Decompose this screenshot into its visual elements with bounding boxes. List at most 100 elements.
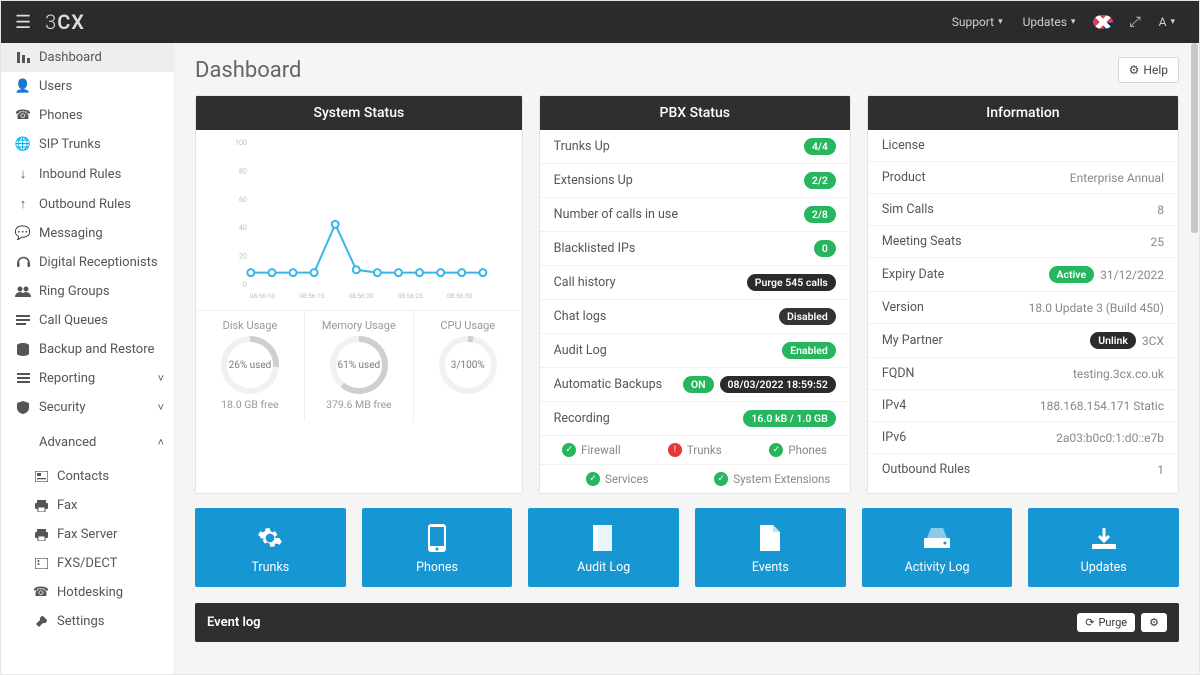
status-badge[interactable]: 08/03/2022 18:59:52 [720,376,836,393]
support-menu[interactable]: Support▾ [952,15,1003,29]
panel-title: System Status [196,96,522,130]
sidebar-item-outbound-rules[interactable]: ↑Outbound Rules [1,189,174,219]
status-dot-icon: ! [668,443,682,457]
phone-device-icon [362,522,513,554]
bars-icon [13,52,33,63]
status-badge[interactable]: 2/2 [804,172,836,189]
sidebar-subitem-contacts[interactable]: Contacts [1,462,174,491]
row-value: 188.168.154.171 Static [1040,399,1164,413]
status-dot-icon: ✓ [586,472,600,486]
status-badge[interactable]: Enabled [782,342,836,359]
info-row: Expiry DateActive31/12/2022 [868,258,1178,292]
sidebar-item-phones[interactable]: ☎Phones [1,101,174,130]
svg-text:08:56:10: 08:56:10 [250,292,275,300]
pbx-row: Automatic BackupsON08/03/2022 18:59:52 [540,368,850,402]
sidebar-subitem-fxs/dect[interactable]: FXS/DECT [1,549,174,578]
phone-icon: ☎ [13,108,33,123]
sidebar-subitem-fax[interactable]: Fax [1,491,174,520]
sidebar-item-sip-trunks[interactable]: 🌐SIP Trunks [1,130,174,159]
status-badge[interactable]: Unlink [1090,332,1136,349]
pbx-status-panel: PBX Status Trunks Up4/4Extensions Up2/2N… [539,95,851,494]
sidebar-subitem-hotdesking[interactable]: ☎Hotdesking [1,578,174,607]
settings-button[interactable]: ⚙ [1141,613,1167,632]
purge-button[interactable]: ⟳ Purge [1077,613,1135,632]
tile-updates[interactable]: Updates [1028,508,1179,587]
sidebar-item-label: Security [39,400,86,415]
status-badge[interactable]: Purge 545 calls [747,274,836,291]
row-label: Expiry Date [882,267,1049,282]
row-label: License [882,138,1164,153]
scrollbar[interactable] [1191,43,1198,233]
status-checks-row: ✓Services✓System Extensions [540,464,850,493]
tile-events[interactable]: Events [695,508,846,587]
status-badge[interactable]: ON [683,376,714,393]
book-icon [528,522,679,554]
status-check-phones[interactable]: ✓Phones [746,436,849,464]
sidebar-item-advanced[interactable]: Advanced˄ [1,422,174,462]
sidebar-subitem-fax-server[interactable]: Fax Server [1,520,174,549]
sidebar-subitem-settings[interactable]: Settings [1,607,174,636]
gauge-cpu-usage: CPU Usage3/100% [413,311,522,421]
sidebar-item-reporting[interactable]: Reporting˅ [1,364,174,393]
status-badge[interactable]: 2/8 [804,206,836,223]
pbx-row: Audit LogEnabled [540,334,850,368]
check-label: Phones [788,443,827,457]
info-row: IPv62a03:b0c0:1:d0::e7b [868,422,1178,454]
svg-text:08:56:25: 08:56:25 [398,292,423,300]
tile-label: Audit Log [528,560,679,575]
download-icon [1028,522,1179,554]
dev-icon [31,558,51,569]
svg-text:100: 100 [235,139,247,147]
status-badge[interactable]: 16.0 kB / 1.0 GB [743,410,835,427]
status-badge[interactable]: Active [1049,266,1095,283]
sidebar-item-label: Reporting [39,371,95,386]
sidebar-item-users[interactable]: 👤Users [1,72,174,101]
gauge-ring: 3/100% [439,336,497,394]
sidebar-item-backup-and-restore[interactable]: Backup and Restore [1,335,174,364]
sidebar-item-call-queues[interactable]: Call Queues [1,306,174,335]
status-check-system-extensions[interactable]: ✓System Extensions [695,465,850,493]
sidebar-item-label: Contacts [57,469,109,484]
status-check-services[interactable]: ✓Services [540,465,695,493]
row-label: My Partner [882,333,1090,348]
sidebar-item-dashboard[interactable]: Dashboard [1,43,174,72]
info-row: Version18.0 Update 3 (Build 450) [868,292,1178,324]
pbx-row: Blacklisted IPs0 [540,232,850,266]
sidebar-item-inbound-rules[interactable]: ↓Inbound Rules [1,159,174,189]
sidebar-item-label: Hotdesking [57,585,123,600]
refresh-icon: ⟳ [1085,616,1094,629]
svg-text:0: 0 [243,281,247,289]
user-menu[interactable]: A▾ [1159,15,1175,29]
user-letter: A [1159,15,1167,29]
wrench-icon [31,615,51,628]
gauge-value: 61% used [337,360,380,371]
list-icon [13,373,33,384]
shield-icon [13,401,33,414]
expand-icon[interactable]: ⤢ [1129,14,1140,30]
tile-trunks[interactable]: Trunks [195,508,346,587]
sidebar-item-digital-receptionists[interactable]: Digital Receptionists [1,248,174,277]
language-flag-icon[interactable] [1093,15,1113,29]
pbx-row: Extensions Up2/2 [540,164,850,198]
svg-text:20: 20 [239,253,247,261]
tile-audit-log[interactable]: Audit Log [528,508,679,587]
updates-menu[interactable]: Updates▾ [1023,15,1076,29]
status-check-trunks[interactable]: !Trunks [643,436,746,464]
help-button[interactable]: ⚙ Help [1118,57,1179,83]
sidebar-item-ring-groups[interactable]: Ring Groups [1,277,174,306]
pbx-row: Call historyPurge 545 calls [540,266,850,300]
help-label: Help [1143,63,1168,77]
sidebar-item-messaging[interactable]: 💬Messaging [1,219,174,248]
pbx-row: Trunks Up4/4 [540,130,850,164]
sidebar-item-security[interactable]: Security˅ [1,393,174,422]
status-badge[interactable]: 4/4 [804,138,836,155]
status-check-firewall[interactable]: ✓Firewall [540,436,643,464]
tile-phones[interactable]: Phones [362,508,513,587]
page-header: Dashboard ⚙ Help [175,43,1199,95]
status-badge[interactable]: 0 [814,240,836,257]
chevron-up-icon: ˄ [158,436,164,449]
status-badge[interactable]: Disabled [779,308,836,325]
menu-icon[interactable]: ☰ [15,12,31,33]
tile-activity-log[interactable]: Activity Log [862,508,1013,587]
row-value: 3CX [1142,334,1164,348]
